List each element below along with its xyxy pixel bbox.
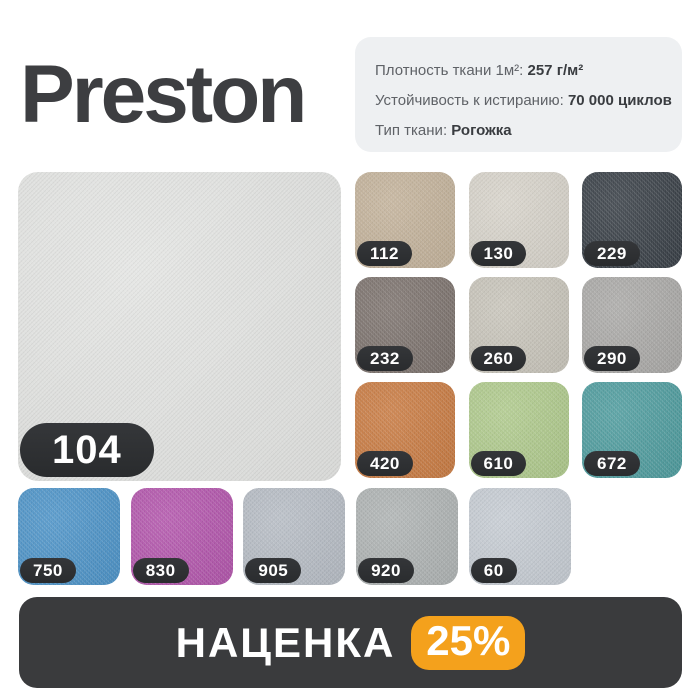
markup-label: НАЦЕНКА xyxy=(175,618,396,666)
spec-density-value: 257 г/м² xyxy=(527,62,584,79)
fabric-swatch-905[interactable]: 905 xyxy=(243,488,346,585)
fabric-swatch-920[interactable]: 920 xyxy=(356,488,459,585)
fabric-swatch-290[interactable]: 290 xyxy=(582,277,682,373)
spec-type: Тип ткани: Рогожка xyxy=(375,116,666,146)
fabric-swatch-260[interactable]: 260 xyxy=(468,277,569,373)
main-swatch-code-badge: 104 xyxy=(20,423,154,477)
swatch-row-bottom: 750 830 905 920 60 xyxy=(18,488,571,585)
swatch-code-badge: 112 xyxy=(357,241,412,266)
page-title: Preston xyxy=(20,49,307,140)
specs-panel: Плотность ткани 1м²: 257 г/м² Устойчивос… xyxy=(355,37,682,152)
fabric-swatch-672[interactable]: 672 xyxy=(582,382,682,478)
fabric-swatch-130[interactable]: 130 xyxy=(468,172,569,268)
swatch-code-badge: 232 xyxy=(357,346,413,371)
spec-abrasion-value: 70 000 циклов xyxy=(567,92,672,109)
fabric-swatch-229[interactable]: 229 xyxy=(582,172,682,268)
markup-percent-badge: 25% xyxy=(411,615,526,670)
fabric-swatch-420[interactable]: 420 xyxy=(355,382,455,478)
spec-type-value: Рогожка xyxy=(451,122,512,139)
swatch-code-badge: 290 xyxy=(584,346,640,371)
swatch-code-badge: 130 xyxy=(470,241,527,266)
swatch-grid: 112 130 229 232 260 290 420 610 672 xyxy=(355,172,682,478)
spec-abrasion-label: Устойчивость к истиранию: xyxy=(375,92,564,109)
fabric-swatch-830[interactable]: 830 xyxy=(130,488,233,585)
spec-density: Плотность ткани 1м²: 257 г/м² xyxy=(375,56,666,86)
swatch-code-badge: 830 xyxy=(132,558,189,583)
swatch-code-badge: 420 xyxy=(357,451,413,476)
swatch-code-badge: 229 xyxy=(584,241,640,266)
spec-type-label: Тип ткани: xyxy=(375,122,448,139)
fabric-swatch-750[interactable]: 750 xyxy=(18,488,120,585)
swatch-code-badge: 905 xyxy=(245,558,302,583)
main-fabric-swatch[interactable]: 104 xyxy=(18,172,341,481)
spec-density-label: Плотность ткани 1м²: xyxy=(375,62,524,79)
swatch-code-badge: 920 xyxy=(358,558,414,583)
swatch-code-badge: 610 xyxy=(470,451,527,476)
fabric-swatch-112[interactable]: 112 xyxy=(355,172,455,268)
fabric-swatch-60[interactable]: 60 xyxy=(468,488,571,585)
fabric-swatch-610[interactable]: 610 xyxy=(468,382,569,478)
swatch-code-badge: 60 xyxy=(470,558,517,583)
swatch-code-badge: 672 xyxy=(584,451,640,476)
swatch-code-badge: 750 xyxy=(20,558,76,583)
spec-abrasion: Устойчивость к истиранию: 70 000 циклов xyxy=(375,86,672,116)
markup-bar: НАЦЕНКА 25% xyxy=(19,597,682,688)
swatch-code-badge: 260 xyxy=(470,346,527,371)
fabric-swatch-232[interactable]: 232 xyxy=(355,277,455,373)
